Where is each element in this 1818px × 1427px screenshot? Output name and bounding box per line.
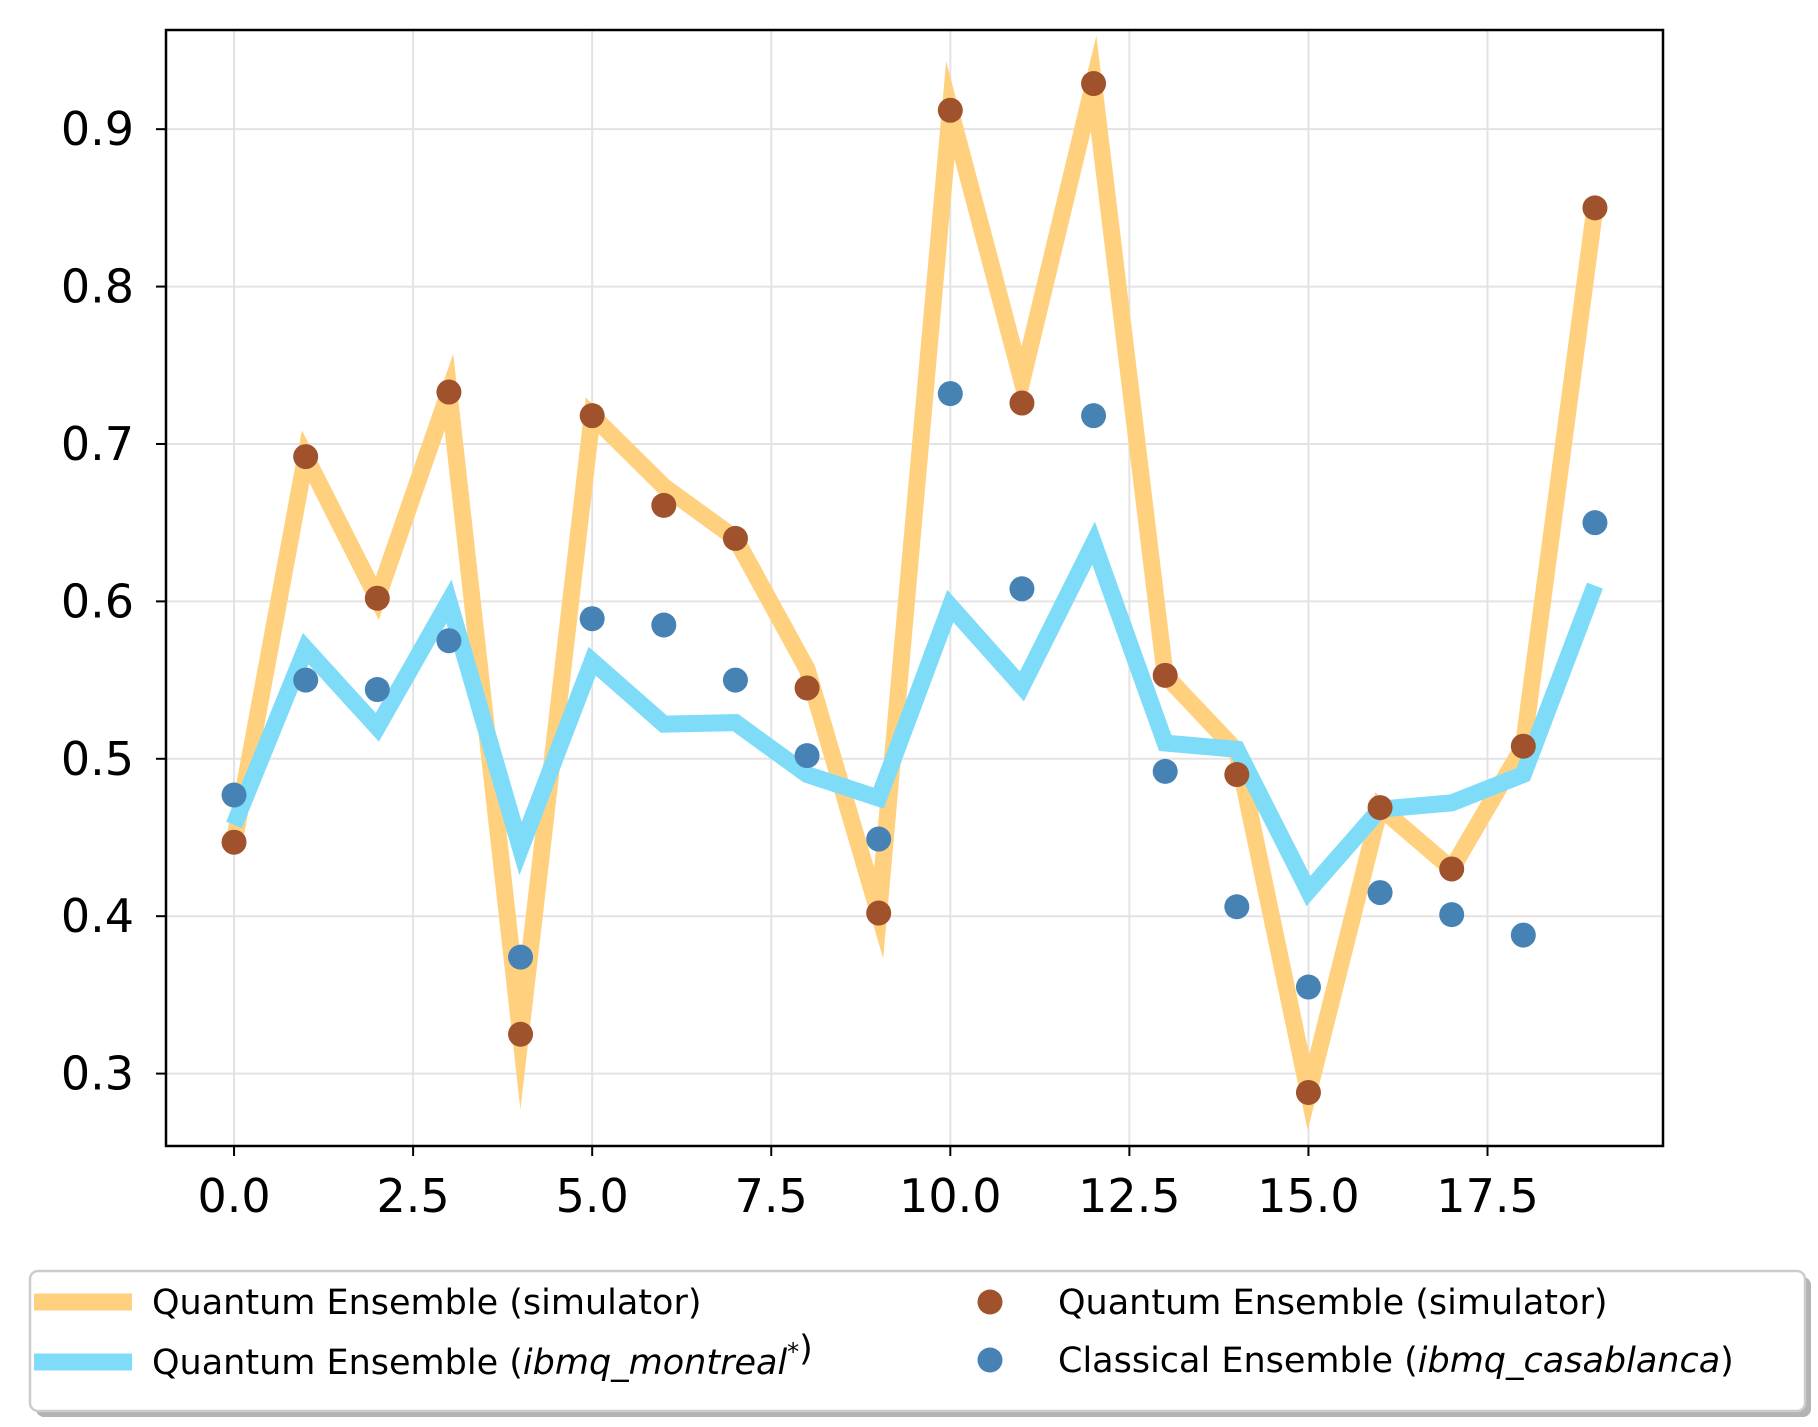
legend-label-3: Classical Ensemble (ibmq_casablanca) — [1058, 1341, 1734, 1381]
legend: Quantum Ensemble (simulator) Quantum Ense… — [28, 1269, 1811, 1417]
series-2-point-16 — [1367, 795, 1393, 821]
legend-label-2: Quantum Ensemble (simulator) — [1058, 1283, 1608, 1323]
series-2-point-15 — [1295, 1079, 1321, 1105]
series-lines — [225, 35, 1604, 1131]
x-tick-label-5: 12.5 — [1078, 1169, 1180, 1223]
x-tick-label-6: 15.0 — [1257, 1169, 1359, 1223]
y-tick-label-0: 0.3 — [61, 1047, 134, 1101]
series-3-point-6 — [651, 612, 677, 638]
series-2-point-11 — [1009, 390, 1035, 416]
series-3-point-8 — [794, 743, 820, 769]
x-tick-label-3: 7.5 — [735, 1169, 808, 1223]
series-2-point-6 — [651, 492, 677, 518]
y-tick-label-5: 0.8 — [61, 260, 134, 314]
legend-entry-3: Classical Ensemble (ibmq_casablanca) — [977, 1341, 1734, 1381]
legend-label-1: Quantum Ensemble (ibmq_montreal*) — [152, 1329, 813, 1383]
series-2-point-5 — [579, 403, 605, 429]
series-3-point-10 — [937, 381, 963, 407]
legend-label-0: Quantum Ensemble (simulator) — [152, 1283, 702, 1323]
x-tick-label-7: 17.5 — [1436, 1169, 1538, 1223]
series-3-point-1 — [293, 667, 319, 693]
axes-frame — [164, 28, 1665, 1148]
legend-entry-0: Quantum Ensemble (simulator) — [34, 1283, 702, 1323]
x-axis: 0.0 2.5 5.0 7.5 10.0 12.5 15.0 17.5 — [197, 1146, 1539, 1223]
legend-entry-1: Quantum Ensemble (ibmq_montreal*) — [34, 1329, 813, 1383]
series-2-point-19 — [1582, 195, 1608, 221]
series-3-point-7 — [722, 667, 748, 693]
series-2-point-17 — [1439, 856, 1465, 882]
series-3-point-15 — [1295, 974, 1321, 1000]
y-tick-label-6: 0.9 — [61, 102, 134, 156]
series-3-point-12 — [1081, 403, 1107, 429]
series-3-point-3 — [436, 628, 462, 654]
y-tick-label-4: 0.7 — [61, 417, 134, 471]
series-2-point-8 — [794, 675, 820, 701]
y-tick-label-1: 0.4 — [61, 889, 134, 943]
legend-entry-2: Quantum Ensemble (simulator) — [977, 1283, 1608, 1323]
series-2-point-2 — [364, 585, 390, 611]
series-2-point-9 — [866, 900, 892, 926]
series-3-point-2 — [364, 677, 390, 703]
x-tick-label-2: 5.0 — [556, 1169, 629, 1223]
series-2-point-14 — [1224, 762, 1250, 788]
series-2-point-4 — [508, 1021, 534, 1047]
series-points — [221, 71, 1608, 1105]
series-2-point-13 — [1152, 662, 1178, 688]
series-3-point-19 — [1582, 510, 1608, 536]
series-3-point-9 — [866, 826, 892, 852]
series-2-point-3 — [436, 379, 462, 405]
series-2-point-1 — [293, 444, 319, 470]
legend-swatch-2 — [977, 1289, 1003, 1315]
series-3-point-0 — [221, 782, 247, 808]
legend-swatch-3 — [977, 1347, 1003, 1373]
series-3-point-17 — [1439, 902, 1465, 928]
x-tick-label-1: 2.5 — [377, 1169, 450, 1223]
y-tick-label-2: 0.5 — [61, 732, 134, 786]
series-3-point-5 — [579, 606, 605, 632]
x-tick-label-4: 10.0 — [899, 1169, 1001, 1223]
series-2-point-7 — [722, 525, 748, 551]
series-3-point-11 — [1009, 576, 1035, 602]
series-2-point-12 — [1081, 71, 1107, 97]
series-3-point-14 — [1224, 894, 1250, 920]
series-line-0 — [225, 35, 1604, 1131]
series-3-point-16 — [1367, 880, 1393, 906]
x-tick-label-0: 0.0 — [197, 1169, 270, 1223]
series-3-point-13 — [1152, 758, 1178, 784]
series-2-point-18 — [1510, 733, 1536, 759]
series-2-point-0 — [221, 829, 247, 855]
series-3-point-4 — [508, 944, 534, 970]
series-3-point-18 — [1510, 922, 1536, 948]
y-tick-label-3: 0.6 — [61, 574, 134, 628]
legend-box — [28, 1269, 1807, 1413]
y-axis: 0.3 0.4 0.5 0.6 0.7 0.8 0.9 — [61, 102, 166, 1101]
series-2-point-10 — [937, 97, 963, 123]
